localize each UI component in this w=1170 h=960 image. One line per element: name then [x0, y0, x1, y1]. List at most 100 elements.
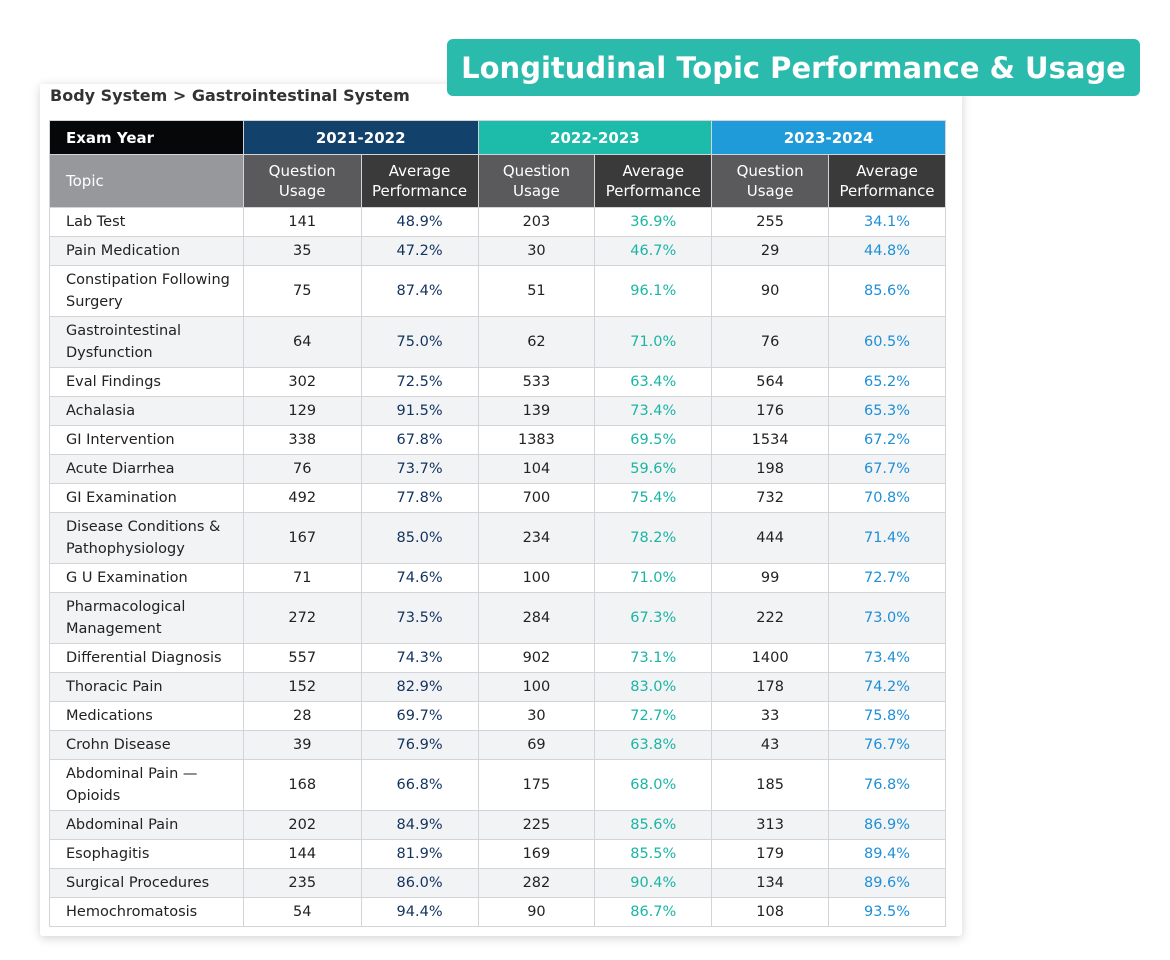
question-usage-2021-2022: 129 [242, 396, 362, 426]
avg-performance-2021-2022: 74.6% [360, 563, 479, 593]
avg-performance-2022-2023: 90.4% [594, 868, 713, 898]
question-usage-2022-2023: 30 [477, 236, 596, 266]
avg-performance-2022-2023: 78.2% [594, 512, 713, 564]
avg-performance-2022-2023: 85.6% [594, 810, 713, 840]
topic-cell: Lab Test [49, 207, 244, 237]
table-row: Achalasia 129 91.5% 139 73.4% 176 65.3% [49, 396, 946, 426]
topic-cell: Disease Conditions & Pathophysiology [49, 512, 244, 564]
question-usage-2021-2022: 71 [242, 563, 362, 593]
topic-cell: Pharmacological Management [49, 592, 244, 644]
question-usage-2023-2024: 76 [711, 316, 830, 368]
question-usage-2022-2023: 284 [477, 592, 596, 644]
topic-cell: Abdominal Pain [49, 810, 244, 840]
avg-performance-2022-2023: 67.3% [594, 592, 713, 644]
avg-performance-2021-2022: 86.0% [360, 868, 479, 898]
topic-cell: Pain Medication [49, 236, 244, 266]
avg-performance-2023-2024: 73.4% [828, 643, 946, 673]
question-usage-2021-2022: 338 [242, 425, 362, 455]
avg-performance-2023-2024: 75.8% [828, 701, 946, 731]
question-usage-2023-2024: 134 [711, 868, 830, 898]
question-usage-2022-2023: 104 [477, 454, 596, 484]
topic-cell: Eval Findings [49, 367, 244, 397]
avg-performance-2022-2023: 85.5% [594, 839, 713, 869]
question-usage-2023-2024: 564 [711, 367, 830, 397]
topic-cell: GI Intervention [49, 425, 244, 455]
topic-cell: GI Examination [49, 483, 244, 513]
question-usage-2022-2023: 902 [477, 643, 596, 673]
avg-performance-2023-2024: 65.3% [828, 396, 946, 426]
breadcrumb: Body System > Gastrointestinal System [50, 86, 410, 105]
avg-performance-2021-2022: 72.5% [360, 367, 479, 397]
avg-performance-2023-2024: 67.2% [828, 425, 946, 455]
avg-performance-2021-2022: 67.8% [360, 425, 479, 455]
avg-performance-2023-2024: 93.5% [828, 897, 946, 927]
table-row: Differential Diagnosis 557 74.3% 902 73.1% 14… [49, 643, 946, 673]
avg-performance-2021-2022: 94.4% [360, 897, 479, 927]
avg-performance-2022-2023: 71.0% [594, 563, 713, 593]
topic-header: Topic [49, 154, 244, 208]
table-row: Constipation Following Surgery 75 87.4% 51 9… [49, 265, 946, 317]
topic-cell: Crohn Disease [49, 730, 244, 760]
average-performance-header: Average Performance [360, 154, 479, 208]
avg-performance-2021-2022: 91.5% [360, 396, 479, 426]
question-usage-2023-2024: 222 [711, 592, 830, 644]
avg-performance-2023-2024: 74.2% [828, 672, 946, 702]
question-usage-2021-2022: 302 [242, 367, 362, 397]
question-usage-2021-2022: 75 [242, 265, 362, 317]
question-usage-2022-2023: 169 [477, 839, 596, 869]
question-usage-2022-2023: 100 [477, 563, 596, 593]
question-usage-2021-2022: 235 [242, 868, 362, 898]
question-usage-2022-2023: 69 [477, 730, 596, 760]
avg-performance-2021-2022: 87.4% [360, 265, 479, 317]
question-usage-2021-2022: 272 [242, 592, 362, 644]
question-usage-2023-2024: 108 [711, 897, 830, 927]
avg-performance-2023-2024: 34.1% [828, 207, 946, 237]
question-usage-2021-2022: 152 [242, 672, 362, 702]
avg-performance-2023-2024: 76.7% [828, 730, 946, 760]
table-row: G U Examination 71 74.6% 100 71.0% 99 72.7% [49, 563, 946, 593]
question-usage-2023-2024: 1400 [711, 643, 830, 673]
table-row: GI Intervention 338 67.8% 1383 69.5% 1534 67.2… [49, 425, 946, 455]
avg-performance-2021-2022: 73.5% [360, 592, 479, 644]
question-usage-2021-2022: 144 [242, 839, 362, 869]
question-usage-2022-2023: 62 [477, 316, 596, 368]
question-usage-2021-2022: 492 [242, 483, 362, 513]
topic-cell: Differential Diagnosis [49, 643, 244, 673]
avg-performance-2023-2024: 73.0% [828, 592, 946, 644]
topic-cell: Hemochromatosis [49, 897, 244, 927]
question-usage-2022-2023: 175 [477, 759, 596, 811]
question-usage-2023-2024: 178 [711, 672, 830, 702]
avg-performance-2022-2023: 36.9% [594, 207, 713, 237]
question-usage-2023-2024: 255 [711, 207, 830, 237]
question-usage-2023-2024: 732 [711, 483, 830, 513]
table-row: Abdominal Pain — Opioids 168 66.8% 175 68.0%… [49, 759, 946, 811]
topic-performance-table: Exam Year 2021-2022 2022-2023 2023-2024 … [49, 120, 946, 927]
table-row: Eval Findings 302 72.5% 533 63.4% 564 65.2% [49, 367, 946, 397]
avg-performance-2023-2024: 67.7% [828, 454, 946, 484]
question-usage-2021-2022: 168 [242, 759, 362, 811]
question-usage-2023-2024: 43 [711, 730, 830, 760]
year-header-2023-2024: 2023-2024 [711, 120, 946, 155]
topic-cell: Acute Diarrhea [49, 454, 244, 484]
question-usage-2022-2023: 700 [477, 483, 596, 513]
question-usage-2023-2024: 444 [711, 512, 830, 564]
average-performance-header: Average Performance [594, 154, 713, 208]
question-usage-2022-2023: 1383 [477, 425, 596, 455]
question-usage-2023-2024: 29 [711, 236, 830, 266]
question-usage-2023-2024: 313 [711, 810, 830, 840]
avg-performance-2023-2024: 60.5% [828, 316, 946, 368]
topic-cell: Gastrointestinal Dysfunction [49, 316, 244, 368]
avg-performance-2022-2023: 75.4% [594, 483, 713, 513]
question-usage-2022-2023: 139 [477, 396, 596, 426]
topic-cell: Achalasia [49, 396, 244, 426]
question-usage-2021-2022: 39 [242, 730, 362, 760]
question-usage-2022-2023: 533 [477, 367, 596, 397]
avg-performance-2023-2024: 72.7% [828, 563, 946, 593]
avg-performance-2022-2023: 71.0% [594, 316, 713, 368]
avg-performance-2021-2022: 85.0% [360, 512, 479, 564]
avg-performance-2022-2023: 63.4% [594, 367, 713, 397]
topic-cell: Surgical Procedures [49, 868, 244, 898]
avg-performance-2022-2023: 96.1% [594, 265, 713, 317]
avg-performance-2021-2022: 69.7% [360, 701, 479, 731]
avg-performance-2021-2022: 82.9% [360, 672, 479, 702]
